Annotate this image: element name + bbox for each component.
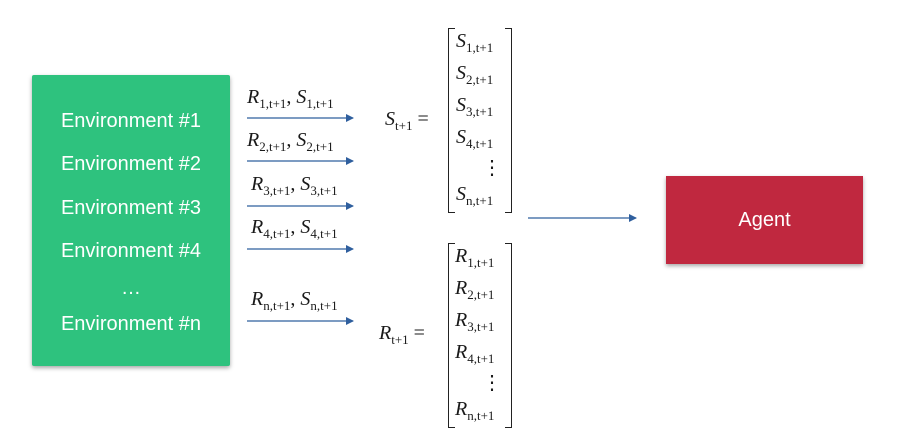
- transition-label-1: R1,t+1, S1,t+1: [247, 86, 334, 111]
- state-vector-lhs: St+1 =: [385, 108, 429, 133]
- state-entry-2: S2,t+1: [456, 62, 494, 87]
- environment-3-label: Environment #3: [60, 197, 202, 219]
- transition-label-n: Rn,t+1, Sn,t+1: [251, 288, 338, 313]
- transition-label-2: R2,t+1, S2,t+1: [247, 129, 334, 154]
- reward-entry-1: R1,t+1: [455, 245, 495, 270]
- environment-2-label: Environment #2: [60, 153, 202, 175]
- state-vector-right-bracket: [505, 28, 512, 213]
- agent-label: Agent: [738, 208, 791, 231]
- state-entry-n: Sn,t+1: [456, 183, 494, 208]
- state-entry-1: S1,t+1: [456, 30, 494, 55]
- state-vector-left-bracket: [448, 28, 455, 213]
- reward-entry-3: R3,t+1: [455, 309, 495, 334]
- transition-label-3: R3,t+1, S3,t+1: [251, 173, 338, 198]
- transition-label-4: R4,t+1, S4,t+1: [251, 216, 338, 241]
- state-vdots: ⋮: [482, 157, 502, 179]
- reward-vector-lhs: Rt+1 =: [379, 322, 425, 347]
- state-entry-4: S4,t+1: [456, 126, 494, 151]
- environment-ellipsis: …: [121, 277, 141, 299]
- reward-entry-4: R4,t+1: [455, 341, 495, 366]
- reward-vector-right-bracket: [505, 243, 512, 428]
- environments-box: Environment #1 Environment #2 Environmen…: [32, 75, 230, 366]
- reward-entry-2: R2,t+1: [455, 277, 495, 302]
- environment-1-label: Environment #1: [60, 110, 202, 132]
- environment-n-label: Environment #n: [60, 313, 202, 335]
- agent-box: Agent: [666, 176, 863, 264]
- reward-entry-n: Rn,t+1: [455, 398, 495, 423]
- reward-vdots: ⋮: [482, 372, 502, 394]
- state-entry-3: S3,t+1: [456, 94, 494, 119]
- reward-vector-left-bracket: [448, 243, 455, 428]
- environment-4-label: Environment #4: [60, 240, 202, 262]
